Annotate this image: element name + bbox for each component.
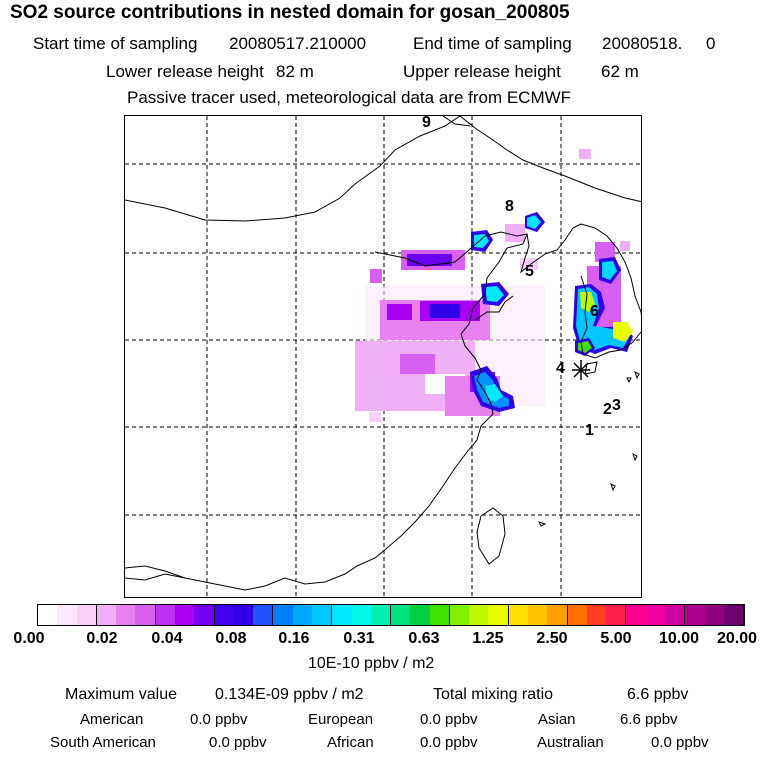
color-swatch bbox=[233, 605, 254, 625]
upper-height-value: 62 m bbox=[601, 62, 639, 81]
marker-9: 9 bbox=[422, 116, 431, 131]
map-canvas: 9 8 5 6 4 3 2 1 bbox=[125, 116, 641, 597]
color-swatch bbox=[370, 605, 392, 625]
scale-tick: 10.00 bbox=[658, 630, 700, 647]
color-swatch bbox=[38, 605, 58, 625]
scale-tick: 0.63 bbox=[408, 630, 440, 647]
plot-title: SO2 source contributions in nested domai… bbox=[10, 2, 570, 23]
lower-height-label: Lower release height bbox=[106, 62, 264, 81]
region-name: American bbox=[80, 711, 144, 728]
color-swatch bbox=[685, 605, 705, 625]
color-swatch bbox=[449, 605, 470, 625]
color-swatch bbox=[96, 605, 117, 625]
color-swatch bbox=[547, 605, 568, 625]
color-swatch bbox=[645, 605, 665, 625]
color-swatch bbox=[567, 605, 587, 625]
color-swatch bbox=[606, 605, 627, 625]
tracer-note: Passive tracer used, meteorological data… bbox=[127, 88, 572, 107]
concentration-field bbox=[355, 149, 633, 422]
region-value: 0.0 ppbv bbox=[420, 711, 478, 728]
region-value: 0.0 ppbv bbox=[190, 711, 248, 728]
unit-label: 10E-10 ppbv / m2 bbox=[308, 655, 435, 672]
color-swatch bbox=[528, 605, 548, 625]
start-time-label: Start time of sampling bbox=[33, 34, 198, 53]
max-value-label: Maximum value bbox=[65, 686, 178, 703]
color-scale-bar bbox=[37, 604, 745, 626]
color-swatch bbox=[391, 605, 411, 625]
color-swatch bbox=[155, 605, 175, 625]
marker-4: 4 bbox=[556, 360, 565, 377]
end-time-value: 20080518. 0 bbox=[602, 34, 716, 53]
scale-tick: 0.08 bbox=[215, 630, 247, 647]
color-swatch bbox=[488, 605, 509, 625]
color-swatch bbox=[214, 605, 234, 625]
color-swatch bbox=[57, 605, 77, 625]
color-swatch bbox=[410, 605, 430, 625]
color-swatch bbox=[76, 605, 97, 625]
color-swatch bbox=[723, 605, 745, 625]
region-name: Australian bbox=[537, 734, 604, 751]
color-swatch bbox=[292, 605, 312, 625]
scale-tick: 0.31 bbox=[343, 630, 375, 647]
marker-1: 1 bbox=[585, 422, 594, 439]
color-swatch bbox=[508, 605, 529, 625]
marker-3: 3 bbox=[612, 397, 621, 414]
region-name: African bbox=[327, 734, 374, 751]
color-swatch bbox=[135, 605, 156, 625]
upper-height-label: Upper release height bbox=[403, 62, 561, 81]
scale-tick: 20.00 bbox=[716, 630, 758, 647]
color-swatch bbox=[429, 605, 450, 625]
coastlines bbox=[125, 116, 641, 591]
scale-tick: 1.25 bbox=[472, 630, 504, 647]
color-swatch bbox=[469, 605, 489, 625]
color-swatch bbox=[665, 605, 686, 625]
marker-8: 8 bbox=[505, 198, 514, 215]
region-value: 0.0 ppbv bbox=[209, 734, 267, 751]
region-value: 0.0 ppbv bbox=[420, 734, 478, 751]
color-swatch bbox=[116, 605, 136, 625]
lower-height-value: 82 m bbox=[276, 62, 314, 81]
scale-tick: 2.50 bbox=[536, 630, 568, 647]
region-name: European bbox=[308, 711, 374, 728]
region-name: South American bbox=[50, 734, 156, 751]
color-swatch bbox=[311, 605, 333, 625]
region-value: 0.0 ppbv bbox=[651, 734, 709, 751]
color-swatch bbox=[586, 605, 607, 625]
color-swatch bbox=[194, 605, 215, 625]
map-panel: 9 8 5 6 4 3 2 1 bbox=[124, 115, 642, 598]
scale-tick: 5.00 bbox=[600, 630, 632, 647]
max-value: 0.134E-09 ppbv / m2 bbox=[215, 686, 364, 703]
color-swatch bbox=[174, 605, 195, 625]
total-ratio-label: Total mixing ratio bbox=[433, 686, 554, 703]
color-swatch bbox=[273, 605, 293, 625]
color-swatch bbox=[332, 605, 352, 625]
region-name: Asian bbox=[538, 711, 576, 728]
scale-tick: 0.16 bbox=[278, 630, 310, 647]
start-time-value: 20080517.210000 bbox=[229, 34, 367, 53]
end-time-label: End time of sampling bbox=[413, 34, 572, 53]
scale-tick: 0.00 bbox=[13, 630, 45, 647]
grid-lines bbox=[125, 116, 641, 597]
scale-tick: 0.02 bbox=[86, 630, 118, 647]
color-swatch bbox=[351, 605, 371, 625]
region-value: 6.6 ppbv bbox=[620, 711, 678, 728]
marker-6: 6 bbox=[590, 303, 599, 320]
marker-2: 2 bbox=[603, 401, 612, 418]
color-swatch bbox=[626, 605, 646, 625]
marker-5: 5 bbox=[525, 263, 534, 280]
scale-tick: 0.04 bbox=[151, 630, 183, 647]
station-star-icon bbox=[572, 360, 590, 380]
color-swatch bbox=[704, 605, 724, 625]
color-swatch bbox=[253, 605, 274, 625]
total-ratio-value: 6.6 ppbv bbox=[627, 686, 689, 703]
